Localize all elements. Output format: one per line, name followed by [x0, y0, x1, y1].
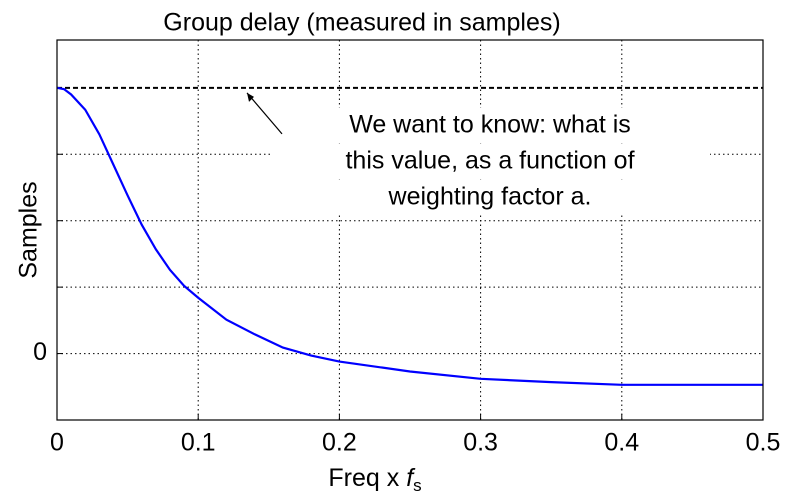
- series-line: [56, 86, 763, 386]
- x-tick-label: 0.2: [322, 429, 357, 457]
- y-axis-label: Samples: [15, 181, 43, 278]
- arrow-head: [247, 92, 254, 102]
- annotation-bg: [270, 143, 710, 178]
- x-label-var: f: [406, 464, 416, 492]
- chart-title: Group delay (measured in samples): [163, 9, 560, 37]
- x-label-sub: s: [413, 476, 422, 495]
- x-tick-label: 0.1: [181, 429, 216, 457]
- annotation-arrow: [246, 92, 283, 135]
- x-tick-label: 0.3: [463, 429, 498, 457]
- x-tick-label: 0: [50, 429, 64, 457]
- annotation-text: this value, as a function of: [345, 146, 634, 174]
- annotation-text: weighting factor a.: [388, 182, 592, 210]
- plot-frame: [56, 39, 764, 421]
- x-label-text: Freq x: [328, 464, 399, 492]
- annotation-bg: [310, 179, 670, 214]
- x-tick-label: 0.5: [746, 429, 781, 457]
- x-axis-label: Freq x fs: [328, 464, 421, 496]
- annotation-text: We want to know: what is: [349, 110, 631, 138]
- y-tick-label: 0: [33, 338, 47, 366]
- annotation-bg: [270, 107, 710, 142]
- x-tick-label: 0.4: [604, 429, 639, 457]
